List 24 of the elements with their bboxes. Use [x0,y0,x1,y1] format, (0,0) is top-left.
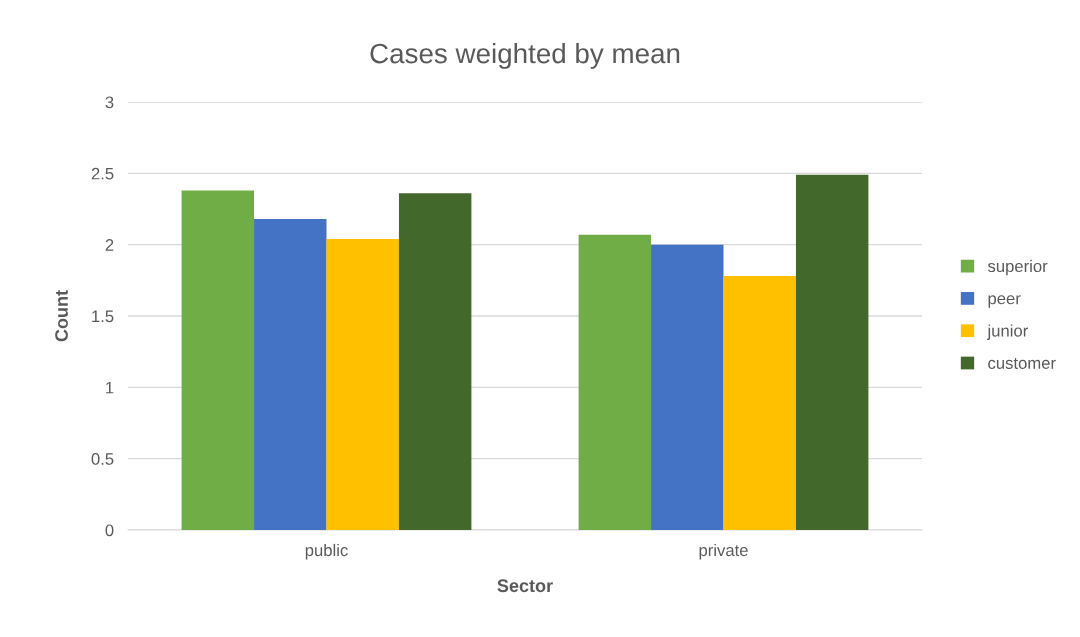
x-tick-label: public [305,543,348,560]
x-tick-label: private [699,543,748,560]
bar [181,190,255,530]
chart-title: Cases weighted by mean [370,42,680,69]
y-tick-label: 1 [106,381,114,394]
y-tick-label: 3 [105,96,114,109]
legend-label: peer [988,295,1021,308]
legend-label: junior [987,324,1028,340]
y-tick-label: 2.5 [91,167,114,180]
y-tick-label: 2 [105,239,114,251]
legend-label: customer [988,358,1056,369]
bar [398,193,472,530]
bar [326,238,399,530]
y-tick-label: 0 [105,524,114,537]
bar [795,174,869,530]
y-tick-label: 1.5 [92,310,114,323]
bar [254,218,327,530]
bar [651,244,724,530]
y-tick-label: 0.5 [91,453,114,465]
bar [578,234,652,530]
legend-label: superior [987,259,1048,276]
x-axis-title: Sector [497,579,553,593]
y-axis-title: Count [55,290,68,342]
bar [723,276,796,530]
